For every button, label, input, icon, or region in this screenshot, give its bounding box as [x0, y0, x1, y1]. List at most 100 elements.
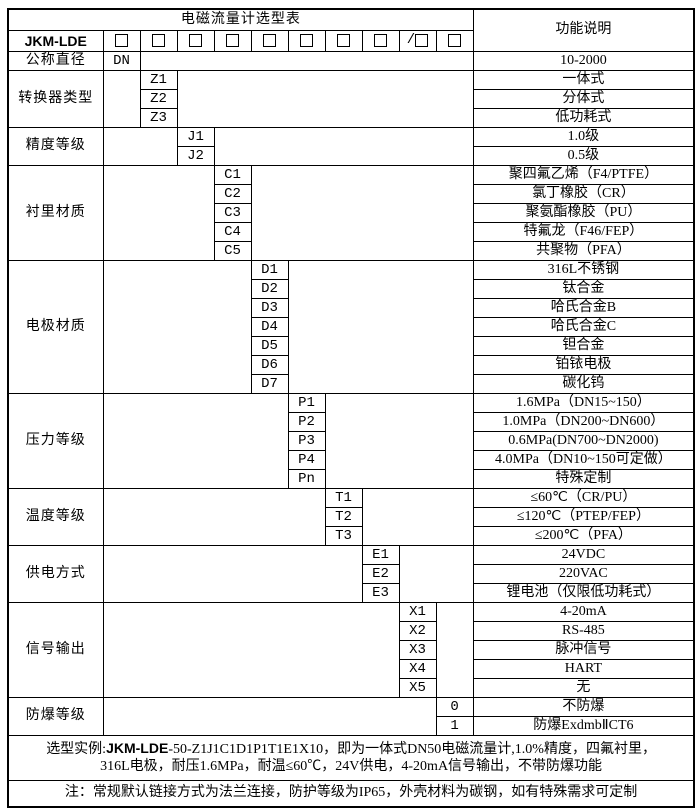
desc-cell: 24VDC: [472, 545, 695, 565]
code-cell-d1: D1: [250, 260, 289, 280]
spacer-cell: [102, 545, 363, 603]
section-label-converter-type: 转换器类型: [7, 70, 104, 128]
code-cell-c5: C5: [213, 241, 252, 261]
desc-cell: 无: [472, 678, 695, 698]
code-cell-c3: C3: [213, 203, 252, 223]
code-cell-c4: C4: [213, 222, 252, 242]
desc-cell: 一体式: [472, 70, 695, 90]
section-label-temperature-rating: 温度等级: [7, 488, 104, 546]
example-text: -50-Z1J1C1D1P1T1E1X10，即为一体式DN50电磁流量计,1.0…: [168, 742, 656, 758]
code-cell-p4: P4: [287, 450, 326, 470]
desc-cell: 哈氏合金C: [472, 317, 695, 337]
model-checkbox-cell: /: [398, 30, 437, 52]
code-cell-d2: D2: [250, 279, 289, 299]
example-prefix: 选型实例:: [46, 742, 107, 758]
spacer-cell: [102, 697, 437, 736]
spacer-cell: [435, 602, 474, 698]
code-cell-z2: Z2: [139, 89, 178, 109]
section-label-power-supply: 供电方式: [7, 545, 104, 603]
desc-cell: 316L不锈钢: [472, 260, 695, 280]
desc-cell: 共聚物（PFA）: [472, 241, 695, 261]
note-row: 注：常规默认链接方式为法兰连接，防护等级为IP65，外壳材料为碳钢，如有特殊需求…: [7, 780, 695, 808]
desc-cell: 聚四氟乙烯（F4/PTFE）: [472, 165, 695, 185]
checkbox-square[interactable]: [115, 34, 128, 48]
spacer-cell: [176, 70, 474, 128]
desc-cell: 碳化钨: [472, 374, 695, 394]
desc-cell: 锂电池（仅限低功耗式）: [472, 583, 695, 603]
checkbox-square[interactable]: [448, 34, 462, 48]
code-cell-e1: E1: [361, 545, 400, 565]
checkbox-square[interactable]: [337, 34, 350, 48]
code-cell-c2: C2: [213, 184, 252, 204]
model-checkbox-cell: [250, 30, 289, 52]
desc-cell: 0.6MPa(DN700~DN2000): [472, 431, 695, 451]
table-title: 电磁流量计选型表: [7, 8, 474, 31]
desc-cell: 防爆ExdmbⅡCT6: [472, 716, 695, 736]
model-checkbox-cell: [287, 30, 326, 52]
selection-table: 电磁流量计选型表 功能说明 JKM-LDE / 公称直径 DN 10-2000 …: [7, 8, 696, 808]
model-checkbox-cell: [102, 30, 141, 52]
code-cell-x2: X2: [398, 621, 437, 641]
desc-cell: HART: [472, 659, 695, 679]
spacer-cell: [398, 545, 474, 603]
code-cell-p2: P2: [287, 412, 326, 432]
code-cell-x1: X1: [398, 602, 437, 622]
model-checkbox-cell: [176, 30, 215, 52]
desc-cell: 220VAC: [472, 564, 695, 584]
code-cell-z1: Z1: [139, 70, 178, 90]
section-label-signal-output: 信号输出: [7, 602, 104, 698]
desc-cell: 钛合金: [472, 279, 695, 299]
spacer-cell: [139, 51, 474, 71]
model-checkbox-cell: [324, 30, 363, 52]
code-cell-dn: DN: [102, 51, 141, 71]
spacer-cell: [287, 260, 474, 394]
desc-cell: 特殊定制: [472, 469, 695, 489]
section-label-accuracy-class: 精度等级: [7, 127, 104, 166]
code-cell-x4: X4: [398, 659, 437, 679]
checkbox-square[interactable]: [415, 34, 429, 48]
code-cell-d4: D4: [250, 317, 289, 337]
checkbox-square[interactable]: [189, 34, 202, 48]
checkbox-square[interactable]: [263, 34, 276, 48]
code-cell-t3: T3: [324, 526, 363, 546]
code-cell-e2: E2: [361, 564, 400, 584]
code-cell-p1: P1: [287, 393, 326, 413]
code-cell-x3: X3: [398, 640, 437, 660]
code-cell-e3: E3: [361, 583, 400, 603]
spacer-cell: [102, 70, 141, 128]
desc-cell: ≤120℃（PTEP/FEP）: [472, 507, 695, 527]
desc-cell: 分体式: [472, 89, 695, 109]
example-text-line2: 316L电极，耐压1.6MPa，耐温≤60℃，24V供电，4-20mA信号输出，…: [100, 759, 603, 774]
desc-cell: 铂铱电极: [472, 355, 695, 375]
spacer-cell: [102, 165, 215, 261]
desc-cell: 1.0MPa（DN200~DN600）: [472, 412, 695, 432]
code-cell-j1: J1: [176, 127, 215, 147]
code-cell-c1: C1: [213, 165, 252, 185]
code-cell-t1: T1: [324, 488, 363, 508]
spacer-cell: [102, 127, 178, 166]
checkbox-square[interactable]: [226, 34, 239, 48]
code-cell-x5: X5: [398, 678, 437, 698]
checkbox-square[interactable]: [374, 34, 387, 48]
code-cell-pn: Pn: [287, 469, 326, 489]
spacer-cell: [102, 393, 289, 489]
spacer-cell: [250, 165, 474, 261]
spacer-cell: [102, 260, 252, 394]
desc-cell: 钽合金: [472, 336, 695, 356]
desc-cell: ≤60℃（CR/PU）: [472, 488, 695, 508]
code-cell-p3: P3: [287, 431, 326, 451]
checkbox-square[interactable]: [152, 34, 165, 48]
code-cell-0: 0: [435, 697, 474, 717]
checkbox-square[interactable]: [300, 34, 313, 48]
section-label-explosion-proof: 防爆等级: [7, 697, 104, 736]
slash-separator: /: [406, 32, 416, 49]
function-desc-header: 功能说明: [472, 8, 695, 52]
desc-cell: 不防爆: [472, 697, 695, 717]
desc-cell: 低功耗式: [472, 108, 695, 128]
example-row: 选型实例:JKM-LDE-50-Z1J1C1D1P1T1E1X10，即为一体式D…: [7, 735, 695, 781]
spacer-cell: [361, 488, 474, 546]
desc-cell: 聚氨酯橡胶（PU）: [472, 203, 695, 223]
model-checkbox-cell: [435, 30, 474, 52]
code-cell-d5: D5: [250, 336, 289, 356]
